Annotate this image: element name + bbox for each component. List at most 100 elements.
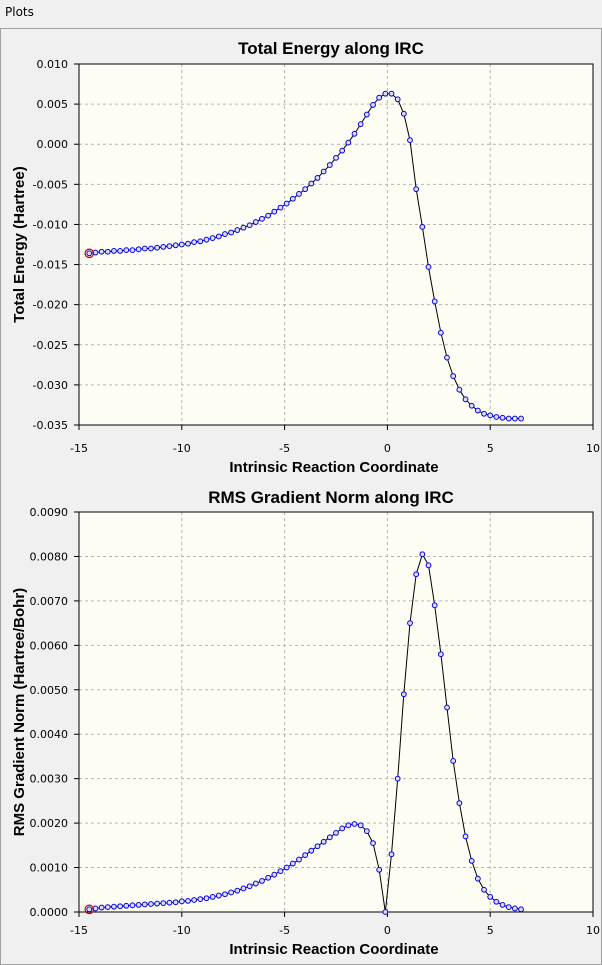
data-point [326,162,333,168]
data-point [289,860,296,867]
data-point [339,825,346,832]
data-point [419,223,426,230]
x-axis-label: Intrinsic Reaction Coordinate [229,459,438,476]
data-point [172,899,179,906]
data-point [246,222,253,229]
data-point [450,373,457,379]
y-tick-label: 0.000 [37,138,69,151]
data-point [320,168,327,175]
data-point [437,651,444,658]
y-tick-label: -0.010 [33,218,68,231]
data-point [135,901,142,908]
data-point [166,243,173,250]
data-point [178,898,185,905]
data-point [333,154,339,161]
y-tick-label: -0.020 [33,299,68,312]
data-point [425,264,432,270]
data-point [481,886,487,893]
x-tick-label: 0 [384,442,391,455]
data-point [320,838,327,845]
data-point [370,102,376,108]
data-point [166,899,173,906]
x-tick-label: -15 [70,442,88,455]
data-point [413,186,420,193]
data-point [240,885,247,892]
data-point [474,875,481,882]
current-point-marker [84,248,95,259]
data-point [154,244,161,251]
data-point [382,909,389,915]
x-tick-label: 5 [487,442,494,455]
data-point [135,246,142,253]
data-point [178,241,185,248]
data-point [265,212,272,219]
data-point [474,407,481,414]
data-point [388,851,395,858]
x-tick-label: 10 [586,924,600,937]
data-point [234,887,241,894]
data-point [437,329,444,336]
y-tick-label: -0.015 [33,259,68,272]
data-point [518,906,524,913]
y-axis-label: Total Energy (Hartree) [11,166,28,322]
y-tick-label: 0.0010 [30,862,69,875]
data-point [271,208,278,215]
data-point [86,906,93,913]
chart-title: RMS Gradient Norm along IRC [208,488,454,507]
y-tick-label: 0.0060 [30,639,69,652]
data-point [407,620,413,627]
data-point [240,224,247,231]
data-point [141,245,148,252]
y-tick-label: -0.035 [33,419,68,432]
data-point [468,857,475,864]
data-point [394,775,401,782]
data-point [259,215,265,222]
data-point [154,900,161,907]
data-point [191,897,198,903]
data-point [505,415,512,422]
data-point [345,139,352,146]
data-point [302,852,309,859]
data-point [382,90,389,97]
data-point [209,893,216,900]
data-point [456,800,463,807]
data-point [376,866,383,873]
x-tick-label: 10 [586,442,600,455]
data-point [370,840,376,847]
data-point [302,186,309,193]
y-tick-label: 0.0070 [30,595,69,608]
data-point [487,893,494,900]
data-point [376,94,383,101]
data-point [197,238,204,245]
x-tick-label: 0 [384,924,391,937]
data-point [185,897,191,904]
data-point [215,892,222,899]
chart-1: -15 -10 -5 0 5 10 0.010 0.005 0.000 -0.005 -0.010 -… [11,39,600,476]
data-point [252,880,259,887]
axes-frame [78,63,594,426]
data-point [172,242,179,249]
data-point [314,175,321,181]
data-point [111,903,117,910]
data-point [129,902,136,909]
y-tick-label: 0.0020 [30,817,69,830]
data-point [314,843,321,850]
data-point [518,415,524,422]
data-point [185,240,191,247]
data-point [444,704,450,711]
data-point [351,821,358,827]
data-point [413,571,420,578]
data-point [388,90,395,97]
data-point [228,229,235,236]
data-point [160,900,167,907]
x-tick-label: -10 [173,924,191,937]
data-point [345,822,352,829]
data-point [222,231,228,237]
data-point [289,195,296,202]
data-point [400,110,407,117]
data-point [283,864,290,871]
chart-title: Total Energy along IRC [238,39,424,58]
data-point [98,248,105,255]
x-tick-label: -5 [279,924,290,937]
data-point [363,828,370,835]
